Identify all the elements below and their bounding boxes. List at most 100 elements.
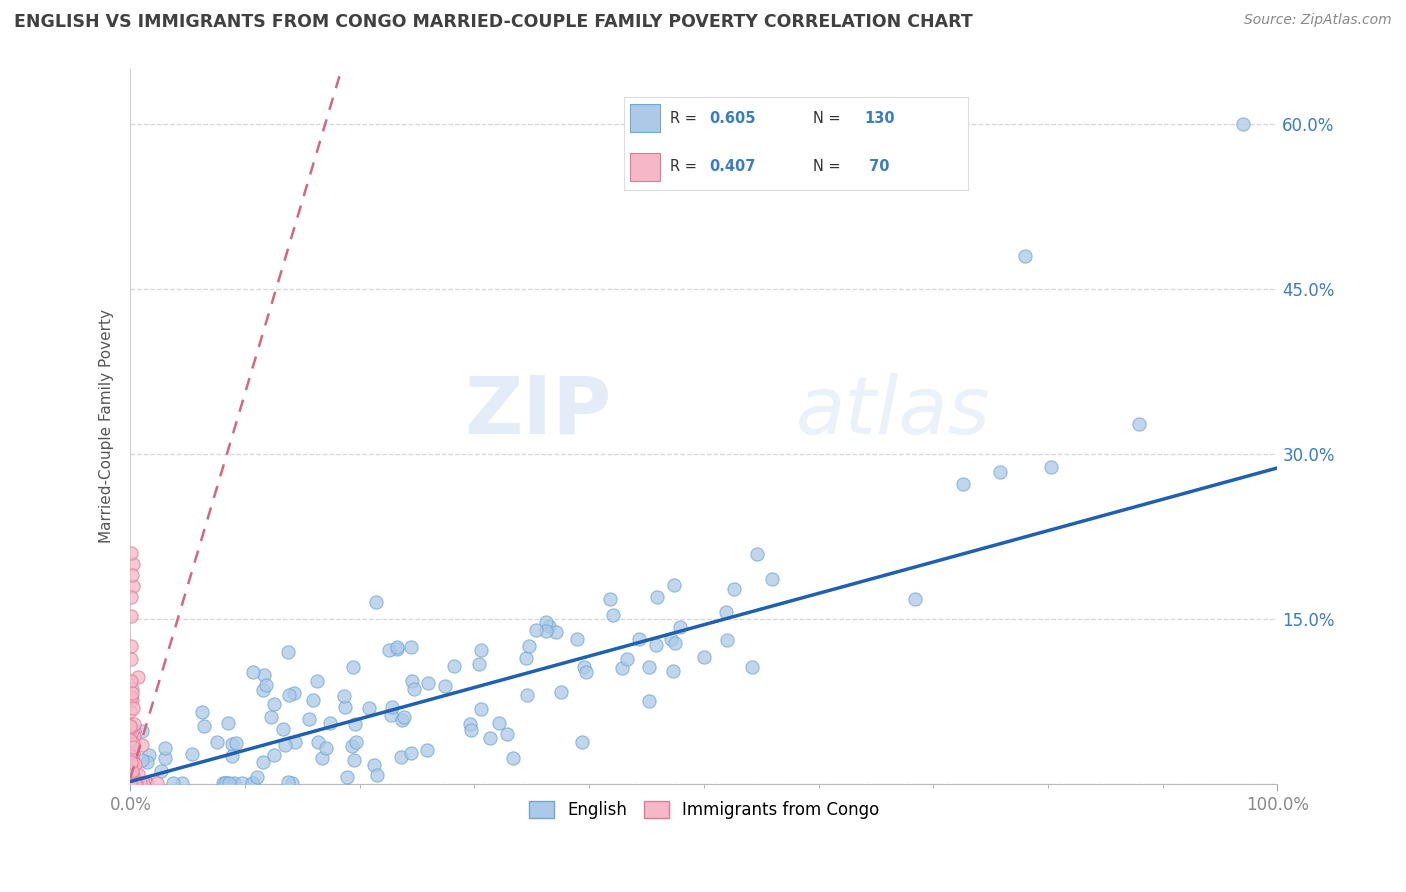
- Point: [127, 670, 149, 684]
- Point: [723, 582, 745, 596]
- Point: [252, 683, 274, 698]
- Point: [120, 775, 142, 789]
- Point: [122, 775, 145, 789]
- Point: [222, 775, 245, 789]
- Point: [153, 741, 176, 756]
- Point: [538, 619, 561, 633]
- Point: [277, 775, 299, 789]
- Point: [311, 751, 333, 765]
- Point: [217, 775, 239, 789]
- Point: [669, 620, 692, 634]
- Point: [122, 775, 145, 789]
- Point: [952, 477, 974, 491]
- Point: [129, 775, 152, 789]
- Point: [120, 748, 142, 763]
- Point: [380, 708, 402, 723]
- Point: [121, 740, 143, 755]
- Point: [138, 747, 160, 762]
- Point: [297, 712, 319, 726]
- Point: [716, 633, 738, 648]
- Point: [460, 723, 482, 737]
- Point: [664, 578, 686, 592]
- Point: [343, 716, 366, 731]
- Point: [132, 775, 155, 789]
- Point: [120, 704, 142, 718]
- Point: [443, 659, 465, 673]
- Point: [401, 673, 423, 688]
- Point: [218, 715, 240, 730]
- Point: [124, 775, 146, 789]
- Point: [120, 690, 142, 704]
- Point: [714, 605, 737, 619]
- Point: [121, 579, 143, 593]
- Point: [571, 735, 593, 749]
- Point: [333, 700, 356, 714]
- Point: [745, 547, 768, 561]
- Point: [378, 643, 401, 657]
- Point: [380, 700, 402, 714]
- Point: [664, 636, 686, 650]
- Point: [120, 775, 142, 789]
- Point: [242, 775, 264, 789]
- Point: [131, 724, 153, 739]
- Point: [120, 755, 142, 769]
- Point: [124, 775, 146, 789]
- Point: [550, 685, 572, 699]
- Point: [418, 676, 440, 690]
- Point: [121, 775, 143, 789]
- Point: [121, 775, 143, 789]
- Point: [534, 624, 557, 639]
- Point: [120, 775, 142, 789]
- Point: [131, 739, 153, 753]
- Point: [336, 770, 359, 784]
- Point: [121, 775, 143, 789]
- Point: [120, 775, 142, 789]
- Point: [627, 632, 650, 646]
- Point: [212, 775, 235, 789]
- Point: [599, 592, 621, 607]
- Point: [120, 775, 142, 789]
- Point: [120, 673, 142, 688]
- Point: [544, 625, 567, 640]
- Point: [121, 769, 143, 783]
- Point: [259, 710, 281, 724]
- Point: [170, 775, 193, 789]
- Point: [153, 751, 176, 765]
- Point: [127, 775, 149, 789]
- Point: [988, 465, 1011, 479]
- Point: [1014, 249, 1036, 263]
- Point: [385, 640, 408, 654]
- Point: [252, 755, 274, 769]
- Point: [124, 775, 146, 789]
- Point: [645, 591, 668, 605]
- Point: [741, 659, 763, 673]
- Point: [120, 775, 142, 789]
- Point: [121, 746, 143, 760]
- Point: [214, 775, 236, 789]
- Point: [122, 557, 145, 571]
- Y-axis label: Married-Couple Family Poverty: Married-Couple Family Poverty: [100, 310, 114, 543]
- Point: [240, 775, 263, 789]
- Point: [357, 700, 380, 714]
- Point: [121, 775, 143, 789]
- Point: [120, 775, 142, 789]
- Point: [575, 665, 598, 679]
- Point: [120, 775, 142, 789]
- Point: [127, 767, 149, 781]
- Point: [363, 757, 385, 772]
- Point: [120, 775, 142, 789]
- Point: [645, 638, 668, 652]
- Point: [207, 735, 229, 749]
- Point: [218, 775, 240, 789]
- Point: [271, 722, 294, 736]
- Point: [221, 749, 243, 764]
- Point: [121, 681, 143, 696]
- Point: [131, 775, 153, 789]
- Point: [1128, 417, 1150, 431]
- Point: [404, 681, 426, 696]
- Point: [391, 713, 413, 727]
- Point: [121, 754, 143, 768]
- Point: [319, 715, 342, 730]
- Point: [193, 718, 215, 732]
- Point: [131, 775, 153, 789]
